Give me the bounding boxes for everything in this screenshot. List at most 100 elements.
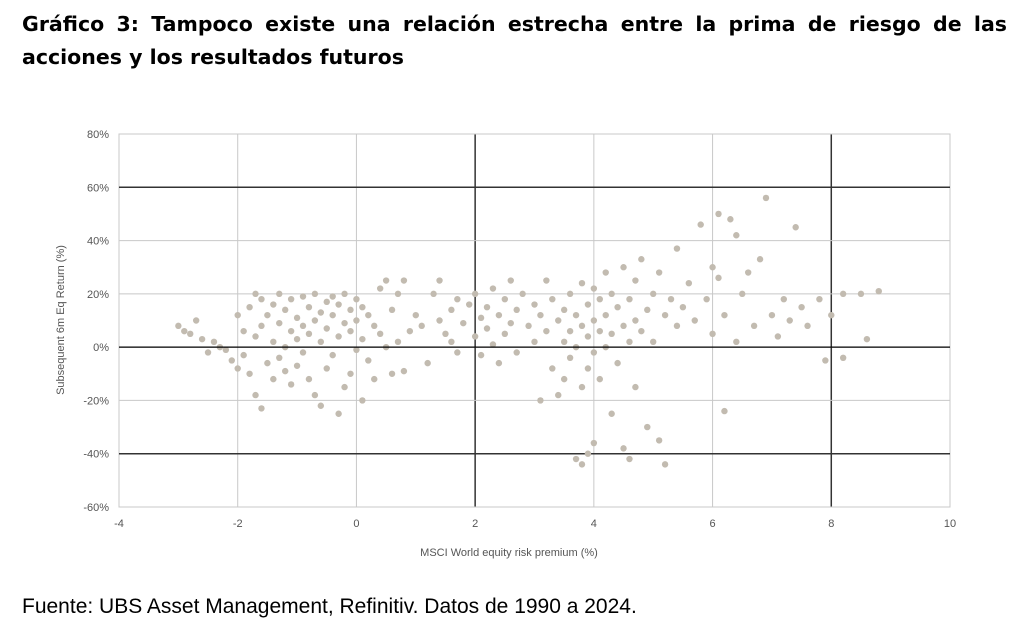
- data-point: [626, 338, 633, 346]
- y-tick-label: 60%: [87, 182, 109, 194]
- data-point: [780, 295, 787, 303]
- chart-title: Gráfico 3: Tampoco existe una relación e…: [22, 12, 1007, 69]
- data-point: [620, 445, 627, 452]
- data-point: [507, 319, 514, 327]
- data-point: [537, 397, 544, 404]
- data-point: [323, 365, 330, 372]
- data-point: [335, 333, 342, 340]
- y-tick-label: 40%: [87, 236, 109, 248]
- data-point: [483, 303, 491, 311]
- data-point: [709, 330, 716, 338]
- data-point: [299, 322, 307, 330]
- x-tick-labels: -4 -2 0 2 4 6 8 10: [114, 518, 956, 530]
- data-point: [489, 285, 497, 292]
- data-point: [679, 303, 687, 311]
- data-point: [258, 322, 265, 330]
- data-point: [733, 232, 740, 239]
- data-point: [584, 333, 592, 340]
- data-point: [252, 391, 259, 399]
- data-point: [608, 410, 615, 417]
- data-point: [252, 333, 259, 340]
- data-point: [353, 346, 360, 354]
- x-tick-label: 4: [591, 518, 597, 530]
- data-point: [507, 277, 514, 284]
- y-tick-label: 80%: [87, 129, 109, 141]
- data-point: [246, 370, 253, 377]
- data-point: [353, 295, 360, 303]
- data-point: [341, 383, 348, 391]
- data-point: [388, 370, 396, 377]
- data-point: [335, 410, 342, 417]
- data-point: [584, 365, 592, 372]
- x-tick-label: 8: [828, 518, 834, 530]
- y-tick-label: 20%: [87, 289, 109, 301]
- data-point: [555, 317, 562, 324]
- data-point: [632, 277, 639, 284]
- data-point: [495, 359, 503, 367]
- data-point: [347, 327, 354, 335]
- data-point: [614, 359, 621, 367]
- source-note: Fuente: UBS Asset Management, Refinitiv.…: [22, 595, 637, 618]
- data-point: [620, 264, 627, 271]
- data-point: [525, 322, 532, 330]
- data-point: [650, 338, 657, 346]
- data-point: [252, 290, 259, 298]
- data-point: [436, 317, 443, 324]
- data-point: [596, 327, 603, 335]
- data-point: [376, 330, 384, 338]
- data-point: [317, 338, 325, 346]
- data-point: [513, 349, 520, 356]
- data-point: [709, 264, 716, 271]
- data-point: [572, 311, 580, 319]
- data-point: [495, 311, 503, 319]
- data-point: [454, 295, 461, 303]
- data-point: [388, 306, 396, 314]
- data-point: [270, 301, 277, 308]
- data-point: [661, 311, 669, 319]
- data-point: [519, 290, 526, 298]
- data-point: [857, 290, 865, 298]
- data-point: [293, 335, 301, 343]
- data-point: [655, 437, 663, 444]
- data-point: [650, 290, 657, 298]
- x-tick-label: -4: [114, 518, 124, 530]
- data-point: [744, 269, 752, 276]
- data-point: [460, 319, 467, 327]
- plot-grid: [118, 133, 951, 508]
- data-point: [276, 290, 283, 298]
- data-point: [222, 346, 230, 354]
- data-point: [555, 391, 562, 399]
- data-point: [347, 370, 354, 377]
- data-point: [513, 306, 520, 314]
- data-point: [644, 306, 651, 314]
- data-point: [175, 322, 182, 330]
- data-point: [323, 325, 330, 332]
- data-point: [258, 295, 265, 303]
- data-point: [276, 319, 283, 327]
- data-point: [299, 349, 307, 356]
- data-point: [466, 301, 473, 308]
- data-point: [804, 322, 811, 330]
- data-point: [875, 287, 882, 295]
- x-tick-label: 6: [710, 518, 716, 530]
- data-point: [608, 290, 615, 298]
- data-point: [626, 295, 633, 303]
- data-point: [246, 303, 253, 311]
- data-point: [644, 423, 651, 431]
- data-point: [287, 381, 295, 388]
- data-point: [501, 295, 509, 303]
- data-point: [655, 269, 663, 276]
- data-point: [863, 335, 871, 343]
- data-point: [359, 303, 366, 311]
- data-point: [311, 391, 319, 399]
- y-tick-label: -60%: [83, 502, 109, 514]
- data-point: [673, 245, 681, 252]
- data-point: [400, 277, 408, 284]
- data-point: [270, 375, 277, 383]
- data-point: [234, 311, 241, 319]
- data-point: [839, 290, 847, 298]
- x-tick-label: 0: [353, 518, 359, 530]
- data-point: [632, 317, 639, 324]
- data-point: [543, 277, 550, 284]
